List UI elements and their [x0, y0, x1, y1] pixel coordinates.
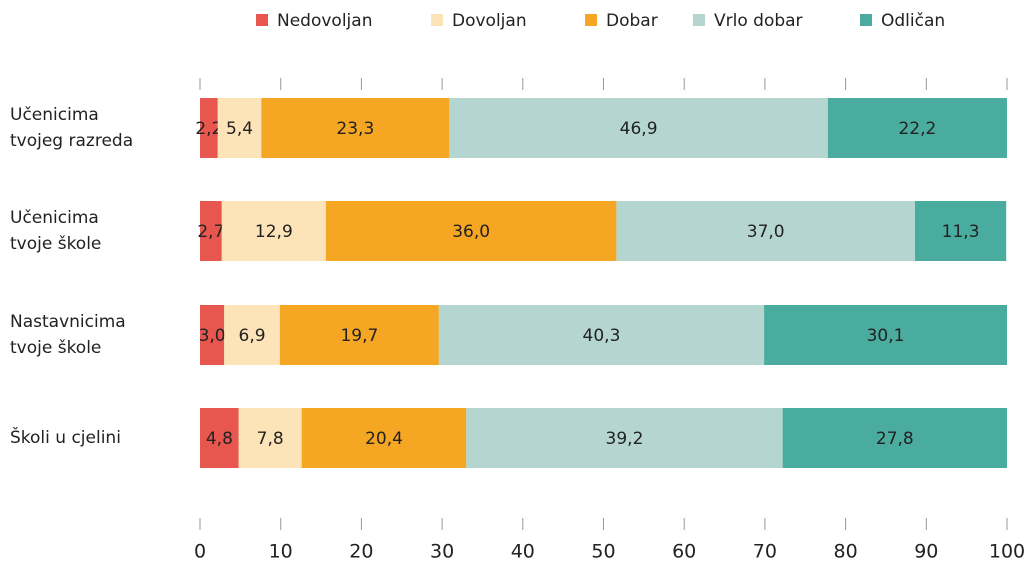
bar-segment	[221, 201, 326, 261]
x-tick-label: 80	[834, 541, 858, 563]
data-label: 3,0	[199, 326, 226, 346]
bar-segment	[827, 98, 1007, 158]
legend-label: Dovoljan	[452, 11, 527, 31]
x-tick-label: 20	[349, 541, 373, 563]
legend-swatch	[693, 14, 705, 26]
bar-segment	[224, 305, 280, 365]
legend-label: Odličan	[881, 11, 945, 31]
data-label: 5,4	[226, 119, 253, 139]
data-label: 20,4	[365, 429, 403, 449]
bar-segment	[325, 201, 617, 261]
x-tick-label: 40	[511, 541, 535, 563]
bar-segment	[616, 201, 916, 261]
data-label: 39,2	[606, 429, 644, 449]
bar-segment	[200, 408, 239, 468]
bar-segment	[200, 98, 218, 158]
data-label: 46,9	[620, 119, 658, 139]
data-label: 22,2	[898, 119, 936, 139]
x-tick-label: 70	[753, 541, 777, 563]
data-label: 4,8	[206, 429, 233, 449]
legend-swatch	[431, 14, 443, 26]
x-tick-label: 60	[672, 541, 696, 563]
data-label: 19,7	[340, 326, 378, 346]
data-label: 37,0	[747, 222, 785, 242]
legend-label: Dobar	[606, 11, 658, 31]
x-tick-label: 100	[989, 541, 1025, 563]
data-label: 23,3	[336, 119, 374, 139]
data-label: 7,8	[257, 429, 284, 449]
x-tick-label: 0	[194, 541, 206, 563]
legend-label: Nedovoljan	[277, 11, 372, 31]
bar-segment	[261, 98, 450, 158]
bar-segment	[238, 408, 302, 468]
data-label: 40,3	[583, 326, 621, 346]
x-tick-label: 50	[591, 541, 615, 563]
x-tick-label: 10	[269, 541, 293, 563]
data-label: 2,2	[195, 119, 222, 139]
data-label: 30,1	[867, 326, 905, 346]
x-tick-label: 90	[914, 541, 938, 563]
bar-segment	[764, 305, 1007, 365]
legend-label: Vrlo dobar	[714, 11, 803, 31]
x-tick-label: 30	[430, 541, 454, 563]
category-label: Nastavnicima tvoje škole	[10, 312, 126, 358]
bar-segment	[200, 201, 222, 261]
data-label: 2,7	[197, 222, 224, 242]
bar-segment	[782, 408, 1007, 468]
data-label: 36,0	[452, 222, 490, 242]
bar-segment	[217, 98, 262, 158]
bar-segment	[279, 305, 439, 365]
bar-segment	[200, 305, 225, 365]
bar-segment	[915, 201, 1007, 261]
data-label: 6,9	[239, 326, 266, 346]
category-label: Učenicima tvojeg razreda	[10, 105, 134, 151]
legend-swatch	[585, 14, 597, 26]
bar-segment	[301, 408, 467, 468]
bar-segment	[466, 408, 783, 468]
bar-segment	[438, 305, 765, 365]
legend-swatch	[256, 14, 268, 26]
legend-swatch	[860, 14, 872, 26]
data-label: 12,9	[255, 222, 293, 242]
category-label: Učenicima tvoje škole	[10, 208, 102, 254]
data-label: 27,8	[876, 429, 914, 449]
category-label: Školi u cjelini	[10, 428, 121, 448]
bar-segment	[449, 98, 828, 158]
data-label: 11,3	[942, 222, 980, 242]
